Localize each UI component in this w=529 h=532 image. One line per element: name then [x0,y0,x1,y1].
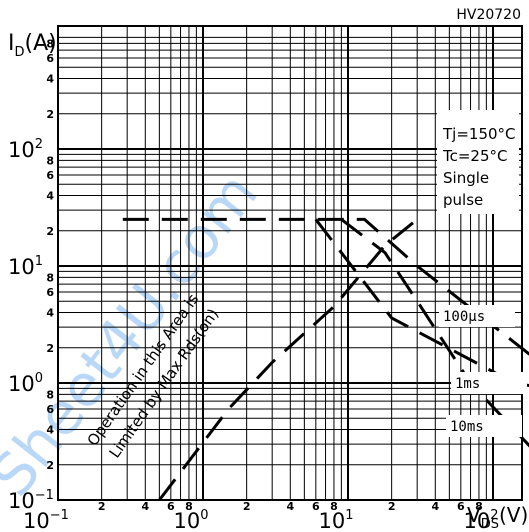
x-minor-label: 4 [431,500,439,513]
test-conditions: Tj=150°C Tc=25°C Single pulse [437,110,519,214]
x-tick-label: 101 [318,508,353,532]
series-line-1 [122,217,529,356]
y-minor-label: 6 [46,403,54,416]
condition-line: Tc=25°C [442,147,508,165]
series-line-2 [314,218,529,388]
series-label-bg [439,305,515,327]
conditions-box [437,110,519,214]
series-layer [122,217,529,501]
x-minor-label: 4 [141,500,149,513]
condition-line: Tj=150°C [442,125,516,143]
condition-line: pulse [443,191,483,209]
x-minor-label: 6 [167,500,175,513]
x-minor-label: 8 [185,500,193,513]
watermark: Sheet4U.com [0,160,271,509]
series-label: 100μs [443,309,485,325]
series-label: 1ms [455,376,480,392]
x-minor-label: 8 [330,500,338,513]
y-minor-label: 4 [46,73,54,86]
y-minor-label: 6 [46,286,54,299]
x-minor-label: 6 [457,500,465,513]
y-minor-label: 8 [46,388,54,401]
series-labels: 100μs 1ms 10ms [439,305,527,437]
y-tick-label: 101 [8,254,43,279]
x-minor-label: 8 [475,500,483,513]
y-minor-label: 6 [46,169,54,182]
series-label: 10ms [450,419,484,435]
y-minor-label: 8 [46,37,54,50]
y-minor-label: 8 [46,154,54,167]
y-minor-label: 8 [46,271,54,284]
y-minor-label: 4 [46,190,54,203]
x-minor-label: 6 [312,500,320,513]
y-minor-label: 6 [46,52,54,65]
y-minor-label: 2 [46,225,54,238]
y-minor-label: 4 [46,307,54,320]
x-tick-label: 10−1 [23,508,69,532]
y-axis-label: ID(A) [8,31,57,60]
y-minor-label: 2 [46,342,54,355]
part-number: HV20720 [456,7,521,23]
series-line-4 [158,218,419,501]
condition-line: Single [443,169,489,187]
y-minor-label: 2 [46,108,54,121]
watermark-text: Sheet4U.com [0,160,271,509]
series-label-bg [446,415,522,437]
tick-labels: 10−110010110210310−110010110222446688224… [8,37,499,532]
x-minor-label: 2 [388,500,396,513]
series-label-bg [451,372,527,394]
x-minor-label: 4 [286,500,294,513]
x-minor-label: 2 [243,500,251,513]
y-minor-label: 2 [46,459,54,472]
y-tick-label: 102 [8,137,43,162]
x-minor-label: 2 [98,500,106,513]
y-minor-label: 4 [46,424,54,437]
